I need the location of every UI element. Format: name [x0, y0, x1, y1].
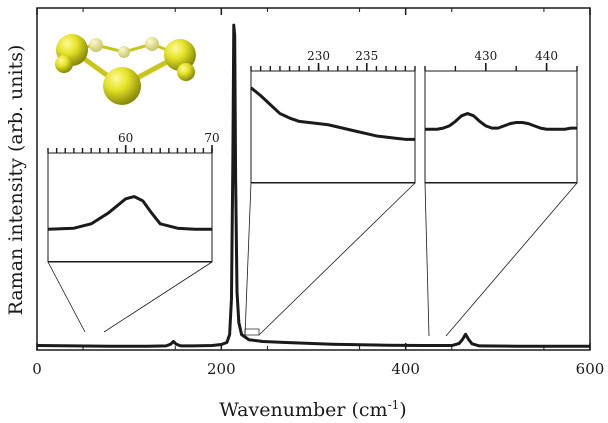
- inset-tick-label: 440: [535, 49, 558, 63]
- inset-tick-label: 230: [307, 49, 330, 63]
- sulfur-atom: [164, 39, 196, 71]
- sulfur-atom: [103, 67, 141, 105]
- x-tick-label: 600: [576, 360, 605, 378]
- sulfur-atom: [177, 63, 195, 81]
- inset-panel: 430 440: [424, 49, 578, 184]
- sulfur-atom: [55, 55, 73, 73]
- hydrogen-atom: [145, 37, 159, 51]
- inset-panel: 230 235: [250, 49, 416, 184]
- hydrogen-atom: [118, 46, 130, 58]
- x-tick-label: 200: [207, 360, 236, 378]
- x-axis-label-close: ): [399, 399, 406, 421]
- x-axis-label: Wavenumber (cm-1): [219, 398, 406, 421]
- inset-tick-label: 430: [474, 49, 497, 63]
- y-axis-label: Raman intensity (arb. units): [5, 45, 27, 316]
- connector-line: [244, 182, 252, 336]
- inset-series-line: [425, 112, 577, 131]
- x-axis-label-superscript: -1: [388, 398, 400, 412]
- insets: 60 70 230 235 430 440: [47, 49, 578, 263]
- connector-line: [258, 182, 416, 336]
- inset-frame: [47, 152, 213, 263]
- connector-line: [47, 261, 86, 333]
- inset-tick-label: 70: [204, 131, 219, 145]
- inset-series-line: [250, 86, 415, 141]
- x-axis-ticks: 0 200 400 600: [32, 8, 604, 378]
- series-line-spectrum: [36, 23, 590, 348]
- connector-line: [103, 261, 213, 333]
- inset-connectors: [47, 182, 578, 337]
- molecule-illustration: [55, 34, 196, 105]
- plot-frame: [36, 7, 591, 351]
- zoom-region-box: [244, 328, 260, 336]
- inset-panel: 60 70: [47, 131, 220, 263]
- x-axis-label-main: Wavenumber (cm: [219, 399, 387, 421]
- connector-line: [424, 182, 430, 337]
- inset-tick-label: 235: [355, 49, 378, 63]
- x-tick-label: 0: [32, 360, 42, 378]
- connector-line: [445, 182, 578, 337]
- inset-tick-label: 60: [118, 131, 133, 145]
- x-tick-label: 400: [391, 360, 420, 378]
- hydrogen-atom: [89, 38, 103, 52]
- inset-series-line: [47, 195, 212, 231]
